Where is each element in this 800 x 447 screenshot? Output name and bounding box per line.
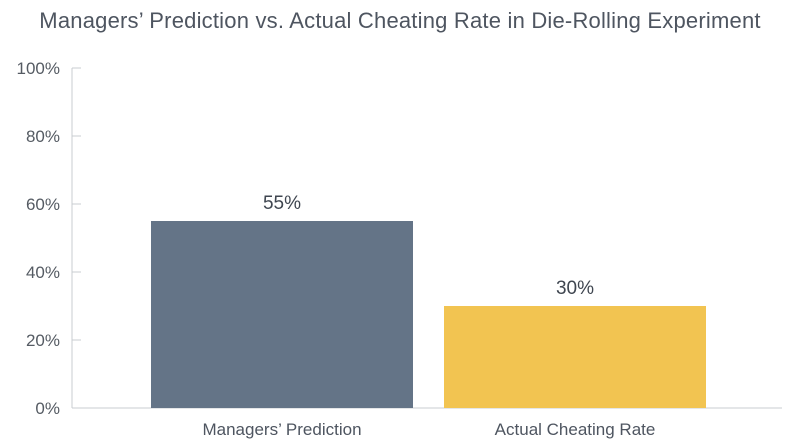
x-category-label: Actual Cheating Rate <box>495 420 656 439</box>
y-tick-label: 60% <box>26 195 60 214</box>
data-label: 55% <box>263 193 301 214</box>
y-tick-label: 0% <box>35 399 60 418</box>
chart-title: Managers’ Prediction vs. Actual Cheating… <box>39 8 761 33</box>
y-tick-label: 80% <box>26 127 60 146</box>
bar-actual-cheating-rate <box>444 306 706 408</box>
bar-managers-prediction <box>151 221 413 408</box>
data-label: 30% <box>556 278 594 299</box>
y-tick-label: 20% <box>26 331 60 350</box>
chart-labels: 55% Managers’ Prediction 30% Actual Cheatin… <box>202 193 655 439</box>
y-tick-label: 40% <box>26 263 60 282</box>
y-tick-label: 100% <box>17 59 60 78</box>
x-category-label: Managers’ Prediction <box>202 420 361 439</box>
chart-bars <box>151 221 706 408</box>
